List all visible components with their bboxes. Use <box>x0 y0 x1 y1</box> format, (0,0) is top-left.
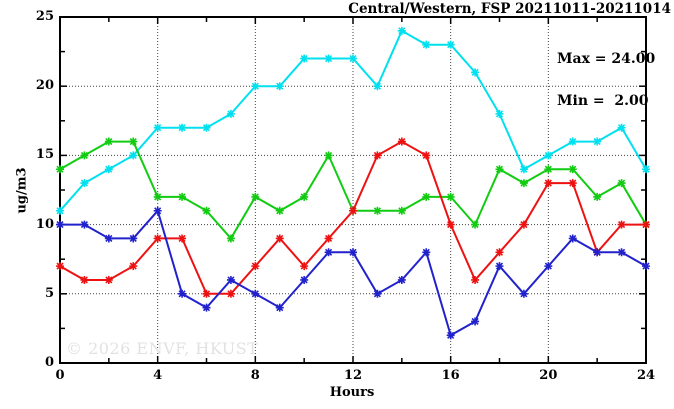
y-tick-label: 25 <box>35 9 54 24</box>
chart-title: Central/Western, FSP 20211011-20211014 <box>348 1 671 17</box>
gridlines <box>60 17 646 363</box>
x-tick-label: 8 <box>250 368 260 383</box>
series-blue <box>56 206 650 340</box>
x-tick-label: 16 <box>441 368 460 383</box>
series-cyan <box>56 26 650 215</box>
max-stat: Max = 24.00 <box>557 51 656 67</box>
series-green <box>56 137 650 243</box>
x-axis-title: Hours <box>329 385 375 400</box>
stats-annotation: Max = 24.00 Min = 2.00 <box>557 24 655 136</box>
axis-ticks <box>59 16 647 364</box>
series-blue-markers <box>56 206 650 340</box>
series-blue-line <box>60 208 647 337</box>
series-green-line <box>59 140 647 241</box>
y-tick-label: 5 <box>44 285 54 301</box>
series-green-markers <box>56 137 650 243</box>
y-tick-label: 20 <box>35 78 54 94</box>
series-cyan-markers <box>56 26 650 215</box>
x-tick-label: 4 <box>153 368 163 383</box>
y-tick-label: 0 <box>44 355 54 370</box>
x-tick-label: 20 <box>539 368 558 383</box>
x-tick-label: 12 <box>343 368 363 383</box>
x-tick-label: 0 <box>55 368 65 383</box>
watermark: © 2026 ENVF, HKUST <box>66 339 259 358</box>
y-tick-label: 10 <box>35 216 54 232</box>
min-stat: Min = 2.00 <box>557 93 649 109</box>
x-tick-label: 24 <box>636 368 656 383</box>
y-tick-label: 15 <box>35 147 54 163</box>
